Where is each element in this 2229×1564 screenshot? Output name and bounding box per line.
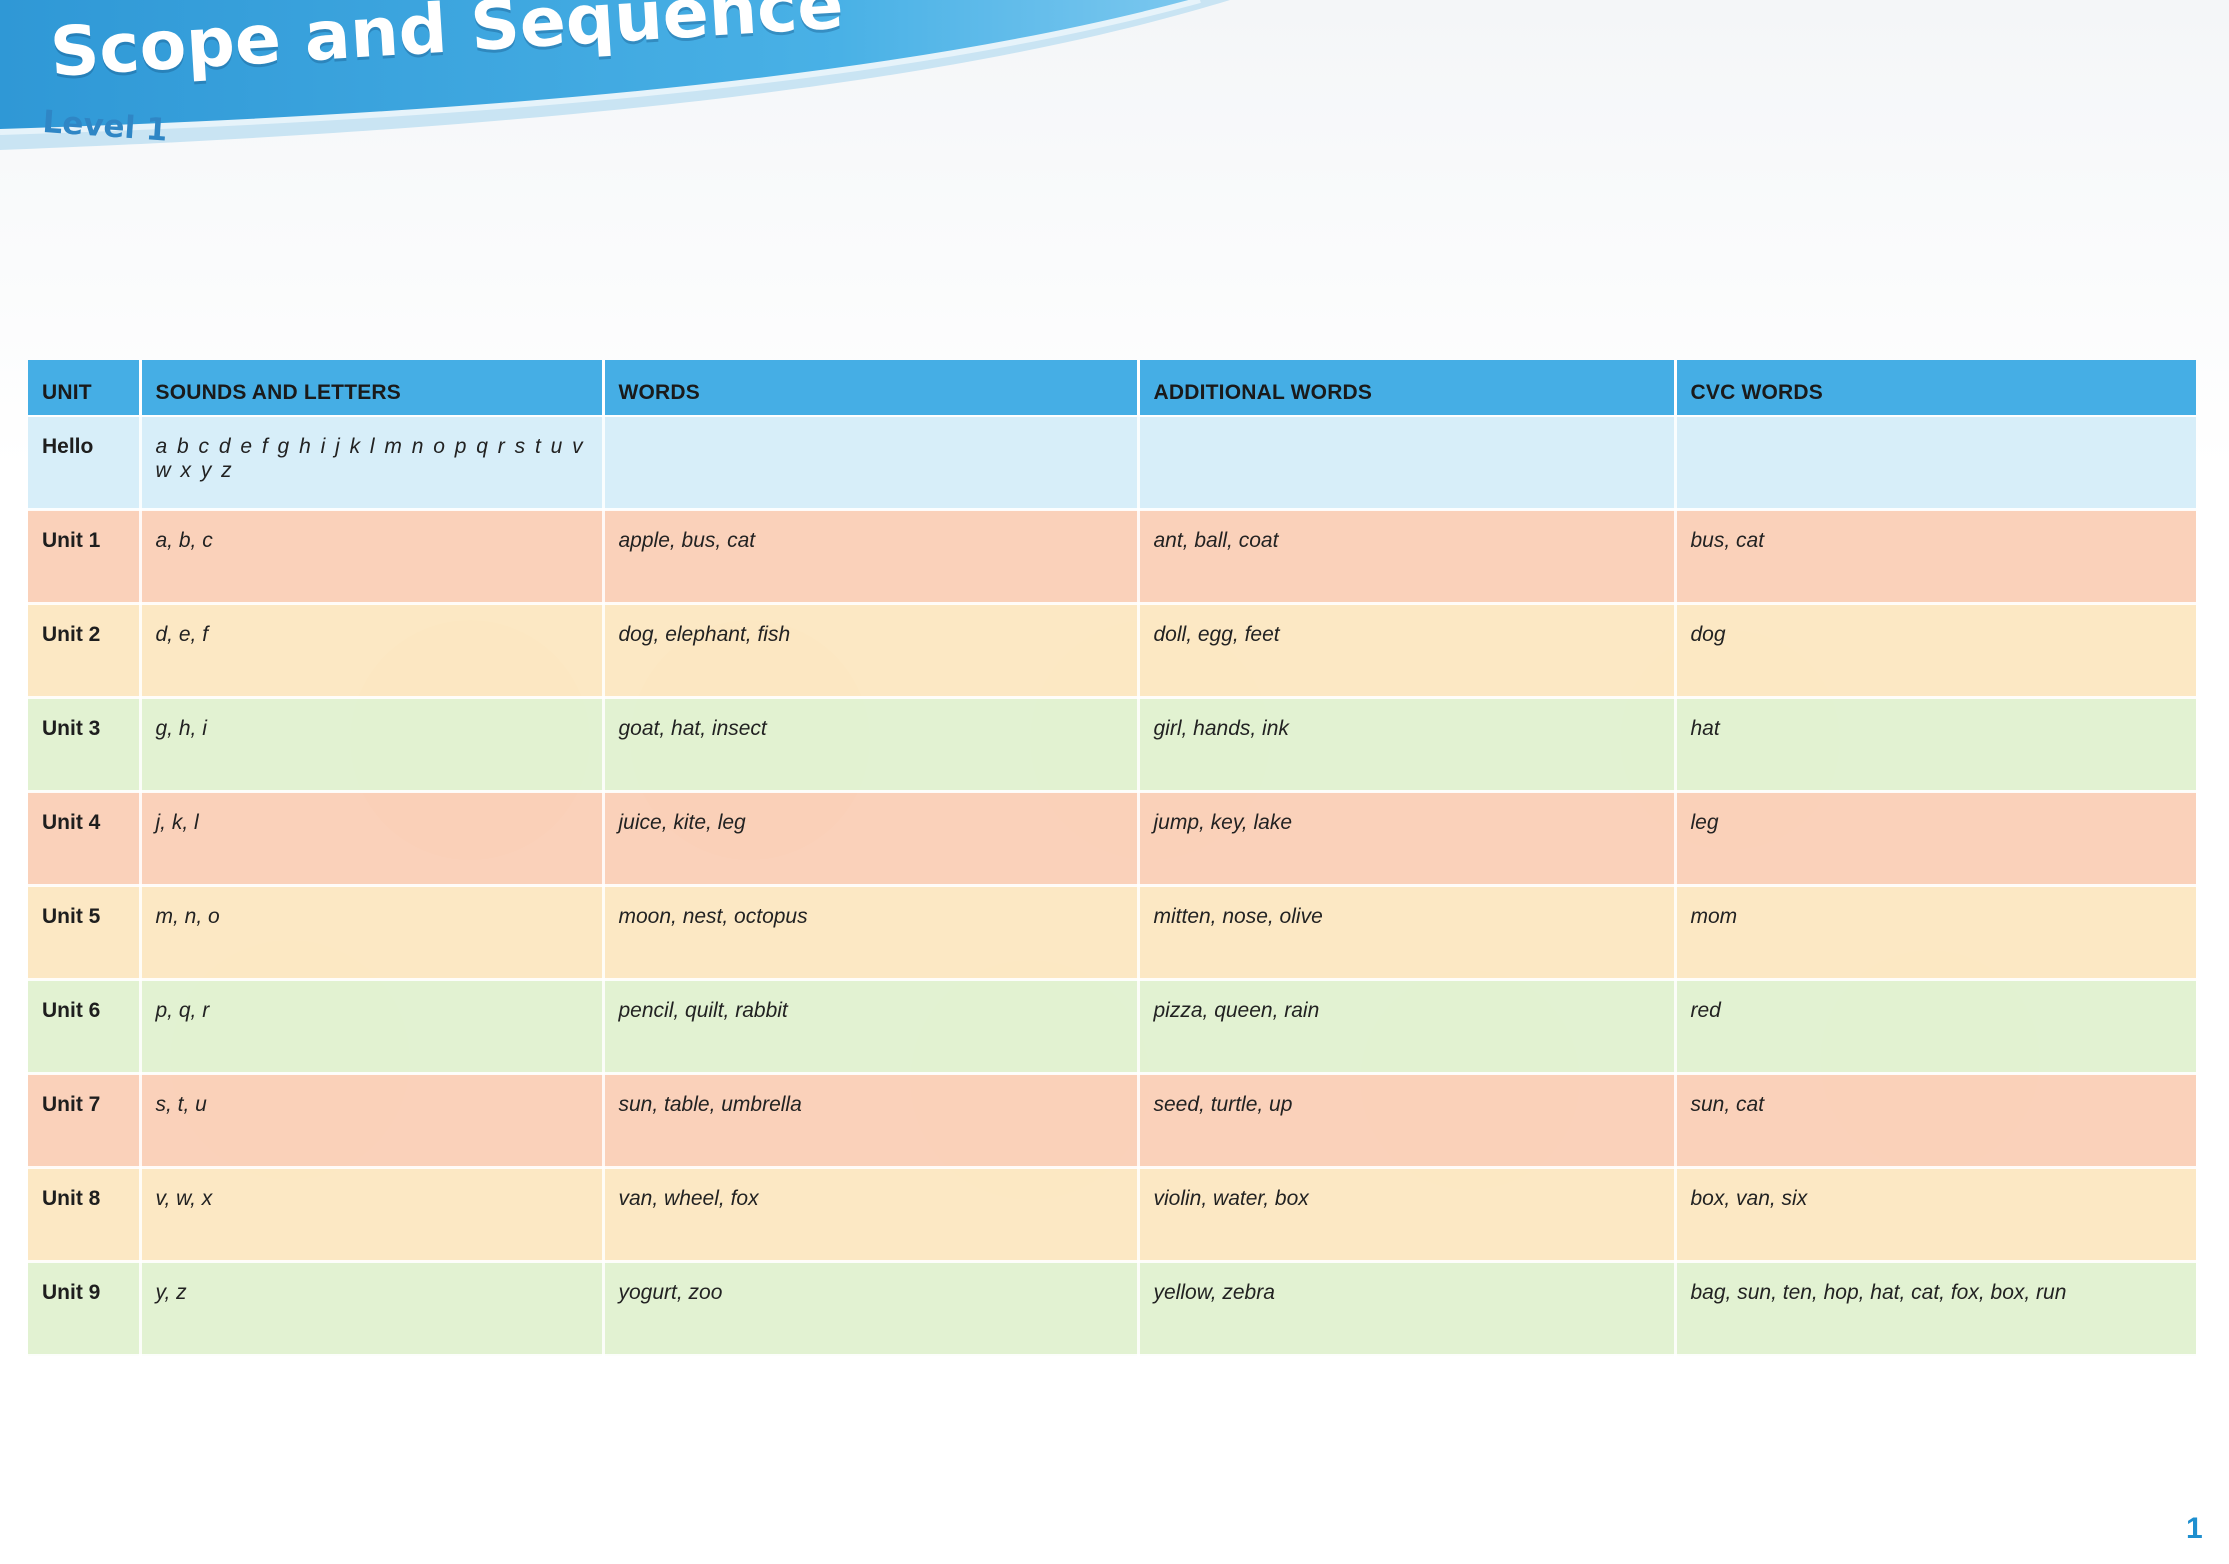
header-words: WORDS [603, 360, 1140, 417]
cell-cvc-words: leg [1675, 791, 2196, 887]
cell-words: dog, elephant, fish [603, 603, 1140, 699]
table-row: Unit 6 p, q, r pencil, quilt, rabbit piz… [28, 979, 2196, 1075]
header-additional-words: ADDITIONAL WORDS [1138, 360, 1677, 417]
page-title: Scope and Sequence [48, 0, 846, 93]
scope-and-sequence-table: UNIT SOUNDS AND LETTERS WORDS ADDITIONAL… [28, 360, 2196, 1357]
table-row: Unit 7 s, t, u sun, table, umbrella seed… [28, 1073, 2196, 1169]
cell-cvc-words: box, van, six [1675, 1167, 2196, 1263]
cell-additional-words: mitten, nose, olive [1138, 885, 1677, 981]
cell-unit: Unit 7 [28, 1073, 142, 1169]
cell-sounds: p, q, r [140, 979, 605, 1075]
cell-unit: Unit 1 [28, 509, 142, 605]
cell-sounds: y, z [140, 1261, 605, 1357]
cell-cvc-words: bag, sun, ten, hop, hat, cat, fox, box, … [1675, 1261, 2196, 1357]
scope-table-container: UNIT SOUNDS AND LETTERS WORDS ADDITIONAL… [28, 360, 2196, 1357]
cell-unit: Unit 3 [28, 697, 142, 793]
table-row: Unit 3 g, h, i goat, hat, insect girl, h… [28, 697, 2196, 793]
table-header-row: UNIT SOUNDS AND LETTERS WORDS ADDITIONAL… [28, 360, 2196, 417]
cell-cvc-words: red [1675, 979, 2196, 1075]
cell-sounds: m, n, o [140, 885, 605, 981]
cell-words: moon, nest, octopus [603, 885, 1140, 981]
cell-words: pencil, quilt, rabbit [603, 979, 1140, 1075]
table-row: Unit 8 v, w, x van, wheel, fox violin, w… [28, 1167, 2196, 1263]
cell-additional-words [1138, 416, 1677, 511]
cell-words [603, 416, 1140, 511]
cell-unit: Hello [28, 416, 142, 511]
cell-cvc-words [1675, 416, 2196, 511]
cell-cvc-words: bus, cat [1675, 509, 2196, 605]
level-label: Level 1 [41, 104, 169, 149]
cell-words: apple, bus, cat [603, 509, 1140, 605]
cell-sounds: j, k, l [140, 791, 605, 887]
cell-additional-words: yellow, zebra [1138, 1261, 1677, 1357]
cell-unit: Unit 9 [28, 1261, 142, 1357]
table-row: Unit 4 j, k, l juice, kite, leg jump, ke… [28, 791, 2196, 887]
cell-unit: Unit 4 [28, 791, 142, 887]
cell-additional-words: violin, water, box [1138, 1167, 1677, 1263]
cell-additional-words: girl, hands, ink [1138, 697, 1677, 793]
table-row: Unit 2 d, e, f dog, elephant, fish doll,… [28, 603, 2196, 699]
cell-sounds: v, w, x [140, 1167, 605, 1263]
cell-additional-words: ant, ball, coat [1138, 509, 1677, 605]
cell-unit: Unit 2 [28, 603, 142, 699]
cell-unit: Unit 5 [28, 885, 142, 981]
cell-sounds: a, b, c [140, 509, 605, 605]
page-number: 1 [2186, 1512, 2203, 1545]
cell-words: goat, hat, insect [603, 697, 1140, 793]
table-row: Unit 1 a, b, c apple, bus, cat ant, ball… [28, 509, 2196, 605]
cell-unit: Unit 6 [28, 979, 142, 1075]
cell-words: yogurt, zoo [603, 1261, 1140, 1357]
cell-sounds: s, t, u [140, 1073, 605, 1169]
cell-additional-words: seed, turtle, up [1138, 1073, 1677, 1169]
header-unit: UNIT [28, 360, 142, 417]
table-row: Hello a b c d e f g h i j k l m n o p q … [28, 416, 2196, 511]
table-row: Unit 5 m, n, o moon, nest, octopus mitte… [28, 885, 2196, 981]
cell-cvc-words: sun, cat [1675, 1073, 2196, 1169]
cell-additional-words: pizza, queen, rain [1138, 979, 1677, 1075]
header-sounds-and-letters: SOUNDS AND LETTERS [140, 360, 605, 417]
cell-additional-words: doll, egg, feet [1138, 603, 1677, 699]
cell-sounds: a b c d e f g h i j k l m n o p q r s t … [140, 416, 605, 511]
cell-additional-words: jump, key, lake [1138, 791, 1677, 887]
table-row: Unit 9 y, z yogurt, zoo yellow, zebra ba… [28, 1261, 2196, 1357]
cell-cvc-words: dog [1675, 603, 2196, 699]
cell-words: juice, kite, leg [603, 791, 1140, 887]
header-cvc-words: CVC WORDS [1675, 360, 2196, 417]
cell-words: van, wheel, fox [603, 1167, 1140, 1263]
cell-unit: Unit 8 [28, 1167, 142, 1263]
cell-cvc-words: mom [1675, 885, 2196, 981]
cell-words: sun, table, umbrella [603, 1073, 1140, 1169]
cell-sounds: g, h, i [140, 697, 605, 793]
cell-cvc-words: hat [1675, 697, 2196, 793]
cell-sounds: d, e, f [140, 603, 605, 699]
